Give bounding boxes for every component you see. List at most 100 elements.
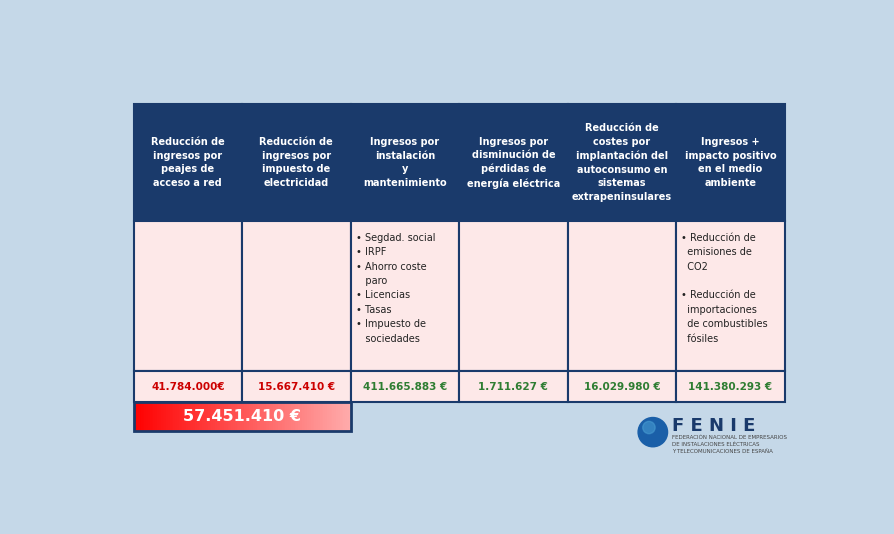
Bar [266, 402, 267, 431]
Bar [246, 402, 248, 431]
Bar [292, 402, 295, 431]
Bar [137, 402, 139, 431]
Bar [168, 402, 170, 431]
Text: 411.665.883 €: 411.665.883 € [362, 382, 446, 392]
Bar [188, 402, 190, 431]
Bar [163, 402, 164, 431]
Bar [317, 402, 320, 431]
Bar [148, 402, 150, 431]
Bar [264, 402, 266, 431]
Bar [271, 402, 274, 431]
Bar [204, 402, 207, 431]
Bar [215, 402, 217, 431]
Bar [280, 402, 283, 431]
Text: Reducción de
costes por
implantación del
autoconsumo en
sistemas
extrapeninsular: Reducción de costes por implantación del… [571, 123, 671, 202]
Bar [224, 402, 226, 431]
Bar [298, 402, 300, 431]
Bar [170, 402, 172, 431]
Bar [296, 402, 299, 431]
Bar [144, 402, 147, 431]
Bar [567, 221, 675, 371]
Bar [294, 402, 297, 431]
Bar [321, 402, 324, 431]
Bar [349, 402, 350, 431]
Bar [146, 402, 148, 431]
Text: 1.711.627 €: 1.711.627 € [478, 382, 548, 392]
Text: 15.667.410 €: 15.667.410 € [257, 382, 334, 392]
Bar [159, 402, 161, 431]
Bar [216, 402, 219, 431]
Text: • Segdad. social
• IRPF
• Ahorro coste
   paro
• Licencias
• Tasas
• Impuesto de: • Segdad. social • IRPF • Ahorro coste p… [356, 233, 435, 343]
Bar [241, 221, 350, 371]
Bar [133, 402, 350, 431]
Bar [133, 221, 241, 371]
Bar [197, 402, 199, 431]
Bar [285, 402, 288, 431]
Bar [332, 402, 334, 431]
Bar [305, 402, 308, 431]
Bar [209, 402, 212, 431]
Bar [133, 402, 136, 431]
Bar [338, 402, 340, 431]
Bar [151, 402, 154, 431]
Bar [236, 402, 239, 431]
Text: Ingresos +
impacto positivo
en el medio
ambiente: Ingresos + impacto positivo en el medio … [684, 137, 775, 188]
Bar [179, 402, 181, 431]
Bar [139, 402, 141, 431]
Bar [177, 402, 179, 431]
Bar [350, 371, 459, 402]
Bar [234, 402, 237, 431]
Bar [319, 402, 322, 431]
Bar [340, 402, 342, 431]
Bar [243, 402, 246, 431]
Bar [289, 402, 291, 431]
Circle shape [642, 421, 654, 434]
Bar [253, 402, 255, 431]
Bar [190, 402, 192, 431]
Bar [675, 104, 784, 221]
Bar [213, 402, 215, 431]
Bar [191, 402, 194, 431]
Bar [567, 104, 675, 221]
Bar [459, 371, 567, 402]
Bar [207, 402, 210, 431]
Bar [140, 402, 143, 431]
Bar [240, 402, 242, 431]
Bar [273, 402, 275, 431]
Bar [303, 402, 306, 431]
Bar [172, 402, 173, 431]
Bar [251, 402, 253, 431]
Bar [231, 402, 233, 431]
Bar [330, 402, 333, 431]
Bar [287, 402, 290, 431]
Bar [149, 402, 152, 431]
Bar [276, 402, 279, 431]
Bar [133, 371, 241, 402]
Bar [328, 402, 331, 431]
Bar [325, 402, 327, 431]
Bar [220, 402, 223, 431]
Bar [249, 402, 251, 431]
Bar [307, 402, 309, 431]
Text: 41.784.000€: 41.784.000€ [151, 382, 224, 392]
Text: F E N I E: F E N I E [671, 417, 755, 435]
Bar [257, 402, 258, 431]
Bar [241, 402, 244, 431]
Text: 141.380.293 €: 141.380.293 € [687, 382, 772, 392]
Bar [142, 402, 145, 431]
Text: • Reducción de
  emisiones de
  CO2

• Reducción de
  importaciones
  de combust: • Reducción de emisiones de CO2 • Reducc… [680, 233, 767, 343]
Bar [283, 402, 286, 431]
Text: FEDERACIÓN NACIONAL DE EMPRESARIOS
DE INSTALACIONES ELÉCTRICAS
Y TELECOMUNICACIO: FEDERACIÓN NACIONAL DE EMPRESARIOS DE IN… [671, 435, 787, 454]
Bar [161, 402, 163, 431]
Bar [459, 221, 567, 371]
Bar [153, 402, 156, 431]
Bar [336, 402, 338, 431]
Circle shape [637, 418, 667, 447]
Bar [567, 371, 675, 402]
Bar [343, 402, 345, 431]
Bar [675, 371, 784, 402]
Bar [301, 402, 304, 431]
Bar [316, 402, 318, 431]
Bar [459, 104, 567, 221]
Bar [323, 402, 325, 431]
